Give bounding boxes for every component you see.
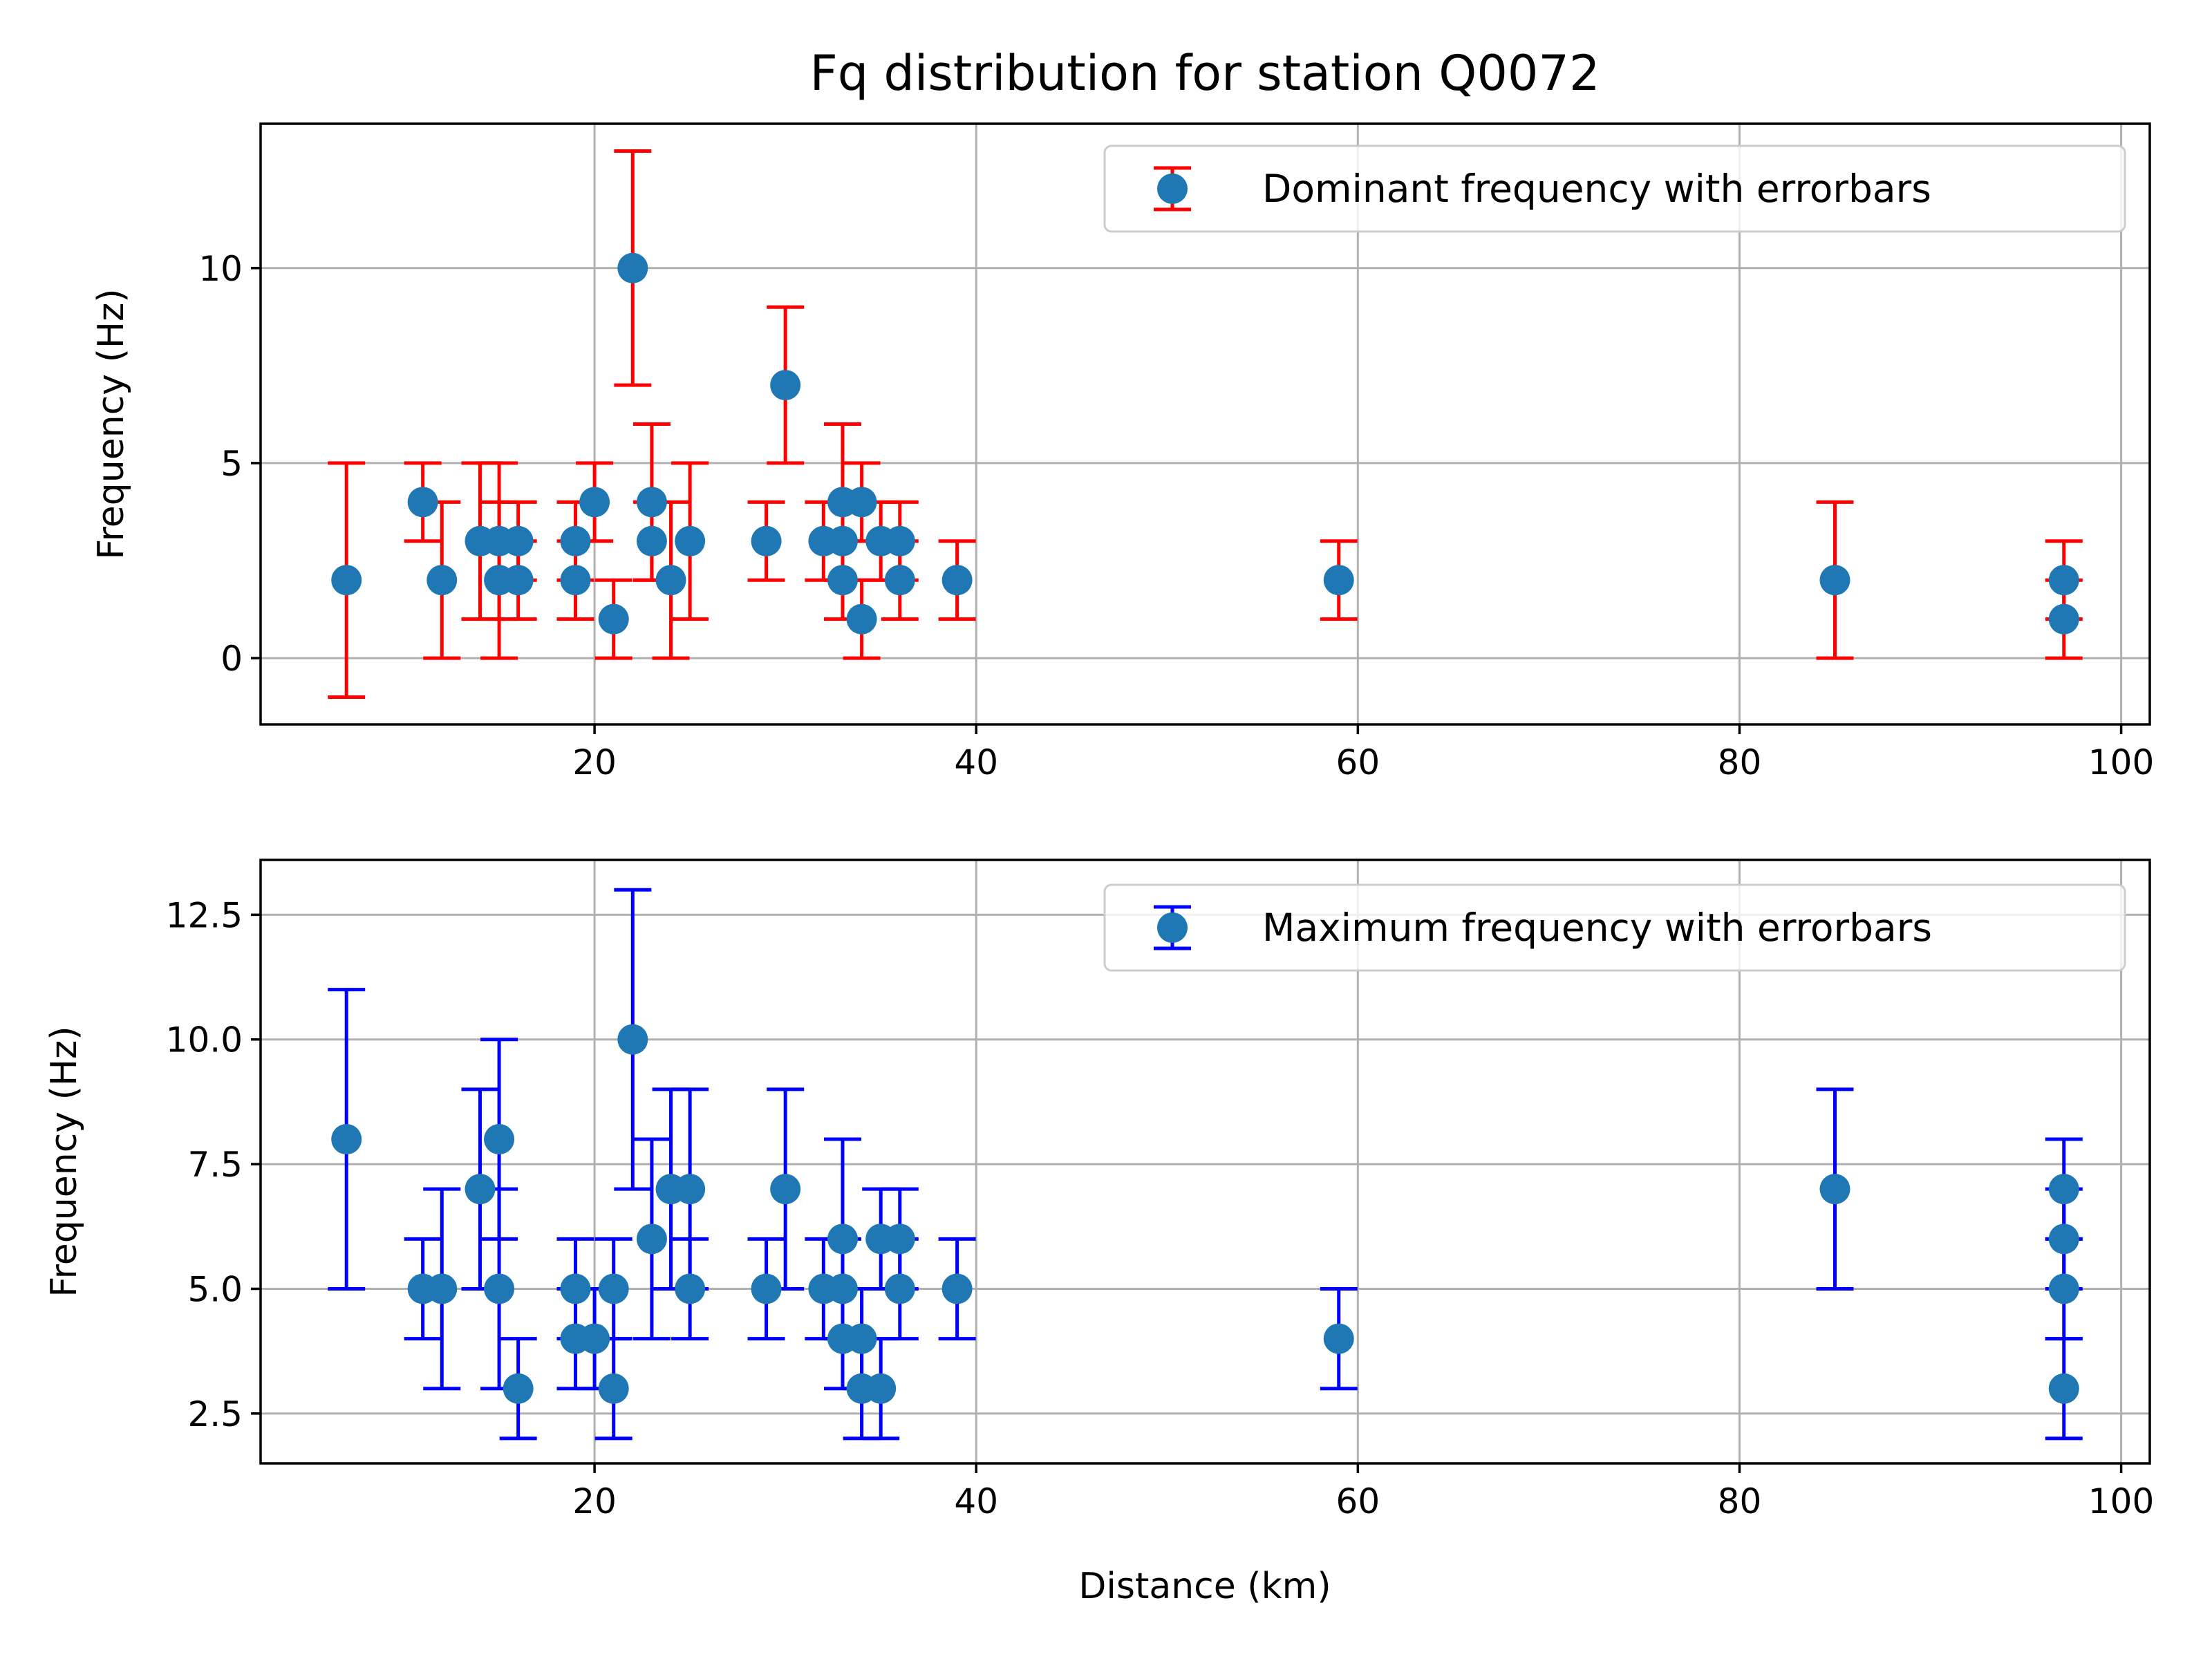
data-point: [675, 525, 706, 556]
data-point: [827, 1224, 858, 1255]
data-point: [560, 1273, 591, 1304]
legend-marker: [1157, 912, 1188, 943]
data-point: [579, 487, 610, 518]
x-tick-label: 60: [1336, 1481, 1380, 1521]
legend-box: [1103, 144, 2126, 233]
point-series: [331, 1024, 2079, 1404]
x-tick-label: 20: [572, 742, 617, 782]
x-axis-label: Distance (km): [1078, 1566, 1331, 1607]
x-tick-label: 40: [954, 742, 998, 782]
data-point: [636, 525, 667, 556]
legend: Dominant frequency with errorbars: [1103, 144, 2126, 233]
data-point: [655, 565, 686, 596]
data-point: [675, 1174, 706, 1205]
data-point: [407, 487, 438, 518]
x-tick-label: 100: [2088, 742, 2154, 782]
axes-frame: [259, 859, 2151, 1465]
legend: Maximum frequency with errorbars: [1103, 883, 2126, 972]
data-point: [846, 603, 877, 635]
data-point: [2048, 1224, 2079, 1255]
y-tick-label: 10.0: [166, 1020, 243, 1060]
data-point: [827, 525, 858, 556]
data-point: [884, 565, 915, 596]
data-point: [617, 1024, 648, 1055]
y-axis-label: Frequency (Hz): [44, 1026, 85, 1297]
data-point: [427, 565, 458, 596]
data-point: [941, 565, 973, 596]
data-point: [598, 1373, 629, 1404]
data-point: [941, 1273, 973, 1304]
data-point: [2048, 603, 2079, 635]
legend-box: [1103, 883, 2126, 972]
y-tick-label: 5.0: [187, 1269, 243, 1309]
y-tick-label: 7.5: [187, 1145, 243, 1185]
x-tick-label: 80: [1718, 1481, 1762, 1521]
data-point: [884, 525, 915, 556]
y-axis-label: Frequency (Hz): [91, 288, 132, 559]
axes-frame: [259, 122, 2151, 726]
data-point: [884, 1224, 915, 1255]
legend-marker: [1157, 174, 1188, 204]
data-point: [579, 1323, 610, 1354]
data-point: [503, 1373, 534, 1404]
data-point: [617, 252, 648, 283]
data-point: [598, 1273, 629, 1304]
y-tick-label: 2.5: [187, 1394, 243, 1434]
data-point: [751, 525, 782, 556]
data-point: [331, 565, 362, 596]
data-point: [484, 1124, 515, 1155]
data-point: [560, 565, 591, 596]
data-point: [598, 603, 629, 635]
x-tick-label: 20: [572, 1481, 617, 1521]
data-point: [465, 1174, 496, 1205]
data-point: [827, 1273, 858, 1304]
data-point: [675, 1273, 706, 1304]
y-tick-label: 12.5: [166, 895, 243, 935]
data-point: [884, 1273, 915, 1304]
x-tick-label: 100: [2088, 1481, 2154, 1521]
data-point: [636, 487, 667, 518]
data-point: [484, 1273, 515, 1304]
y-tick-label: 10: [198, 249, 243, 289]
data-point: [560, 525, 591, 556]
data-point: [636, 1224, 667, 1255]
data-point: [751, 1273, 782, 1304]
chart-title: Fq distribution for station Q0072: [809, 45, 1600, 102]
point-series: [331, 252, 2079, 635]
data-point: [770, 370, 801, 401]
data-point: [2048, 565, 2079, 596]
data-point: [2048, 1174, 2079, 1205]
data-point: [331, 1124, 362, 1155]
y-tick-label: 0: [221, 639, 243, 679]
data-point: [1323, 565, 1354, 596]
data-point: [2048, 1273, 2079, 1304]
x-tick-label: 60: [1336, 742, 1380, 782]
legend-label: Dominant frequency with errorbars: [1262, 167, 1931, 211]
data-point: [503, 565, 534, 596]
data-point: [827, 565, 858, 596]
y-tick-label: 5: [221, 444, 243, 484]
data-point: [846, 487, 877, 518]
bottom-panel-maximum-frequency: 20 40 60 80 100 2.5 5.0 7.5 10.0 12.5 Frequency (H…: [44, 859, 2154, 1521]
data-point: [2048, 1373, 2079, 1404]
data-point: [503, 525, 534, 556]
x-tick-label: 40: [954, 1481, 998, 1521]
top-panel-dominant-frequency: 20 40 60 80 100 0 5 10 Frequency (Hz) Dominant fr…: [91, 122, 2154, 782]
data-point: [865, 1373, 897, 1404]
legend-label: Maximum frequency with errorbars: [1262, 906, 1932, 950]
data-point: [1323, 1323, 1354, 1354]
data-point: [846, 1323, 877, 1354]
data-point: [1819, 1174, 1850, 1205]
x-tick-label: 80: [1718, 742, 1762, 782]
data-point: [427, 1273, 458, 1304]
data-point: [1819, 565, 1850, 596]
data-point: [770, 1174, 801, 1205]
